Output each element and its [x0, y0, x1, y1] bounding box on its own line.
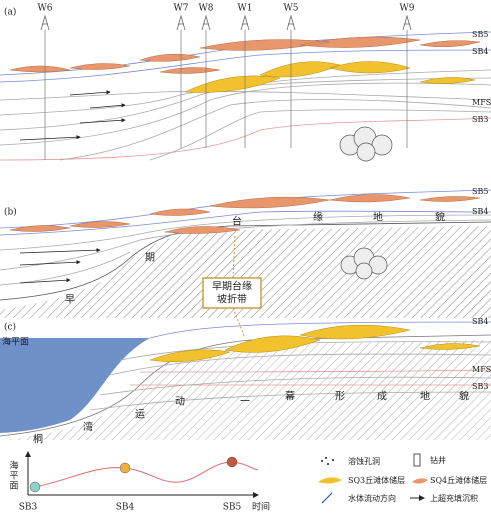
- storm-icon: [339, 126, 393, 280]
- legend-label: 水体流动方向: [348, 493, 396, 503]
- horizon-label: SB4: [472, 207, 488, 216]
- horizon-label: SB5: [472, 30, 488, 39]
- panel-label: (c): [4, 322, 16, 333]
- well-label: W7: [174, 4, 189, 14]
- legend-label: SQ4丘滩体储层: [430, 475, 487, 485]
- flow-arrow: [89, 103, 126, 109]
- legend-label: 上超充填沉积: [430, 493, 478, 503]
- x-tick-label: SB3: [19, 503, 38, 513]
- landform-char: 运: [135, 409, 145, 421]
- y-axis-label: 面: [9, 481, 18, 492]
- flow-arrow: [19, 248, 101, 254]
- flow-arrow: [69, 90, 111, 96]
- callout-text: 早期台缘: [212, 280, 252, 293]
- landform-char: 缘: [313, 211, 323, 224]
- horizon-label: SB3: [472, 382, 488, 391]
- legend: [318, 453, 428, 504]
- y-axis-label: 平: [9, 471, 18, 482]
- landform-char: 地: [420, 390, 430, 403]
- x-tick-label: SB4: [116, 503, 135, 513]
- x-axis-label: 时间: [252, 501, 270, 513]
- landform-char: 台: [232, 215, 242, 228]
- horizon-label: SB4: [472, 47, 488, 56]
- landform-char: 期: [145, 252, 155, 264]
- panel-label: (a): [4, 7, 16, 18]
- landform-char: 早: [65, 294, 75, 306]
- landform-char: 幕: [285, 390, 295, 403]
- landform-char: 貌: [435, 211, 445, 224]
- legend-label: 溶蚀孔洞: [348, 456, 380, 466]
- landform-char: 桐: [33, 433, 43, 446]
- well-icon: [201, 14, 211, 31]
- horizon-label: SB5: [472, 187, 488, 196]
- flow-arrow: [19, 278, 71, 284]
- well-icon: [402, 14, 412, 31]
- horizon-label: SB3: [472, 115, 488, 124]
- landform-char: 湾: [83, 421, 93, 434]
- well-icon: [286, 14, 296, 31]
- well-label: W9: [400, 4, 415, 14]
- panel-label: (b): [4, 207, 17, 218]
- landform-char: 地: [373, 211, 383, 224]
- well-icon: [240, 14, 250, 31]
- callout-text: 坡折带: [217, 293, 247, 306]
- y-axis-label: 海: [9, 460, 18, 472]
- well-label: W1: [238, 4, 253, 14]
- horizon-label: SB4: [472, 317, 488, 326]
- well-icon: [40, 14, 50, 31]
- landform-char: 形: [335, 391, 345, 403]
- callout: 早期台缘 坡折带: [202, 235, 262, 339]
- landform-char: 一: [240, 397, 250, 408]
- horizon-label: MFS: [472, 98, 491, 107]
- landform-char: 动: [175, 396, 185, 408]
- sea-level-label: 海平面: [2, 336, 29, 348]
- well-label: W8: [199, 4, 214, 14]
- legend-label: SQ3丘滩体储层: [348, 475, 405, 485]
- landform-char: 貌: [459, 390, 469, 403]
- flow-arrow: [79, 118, 126, 124]
- panel-a: [0, 31, 491, 161]
- well-icon: [176, 14, 186, 31]
- x-tick-label: SB5: [223, 503, 242, 513]
- horizon-label: MFS: [472, 365, 491, 374]
- flow-arrow: [19, 260, 81, 266]
- legend-label: 钻井: [430, 455, 446, 465]
- sea-level-chart: [25, 451, 259, 498]
- flow-arrow: [19, 135, 81, 141]
- well-label: W5: [284, 4, 299, 14]
- landform-char: 成: [377, 391, 387, 403]
- well-label: W6: [38, 4, 53, 14]
- panel-c: [0, 321, 491, 440]
